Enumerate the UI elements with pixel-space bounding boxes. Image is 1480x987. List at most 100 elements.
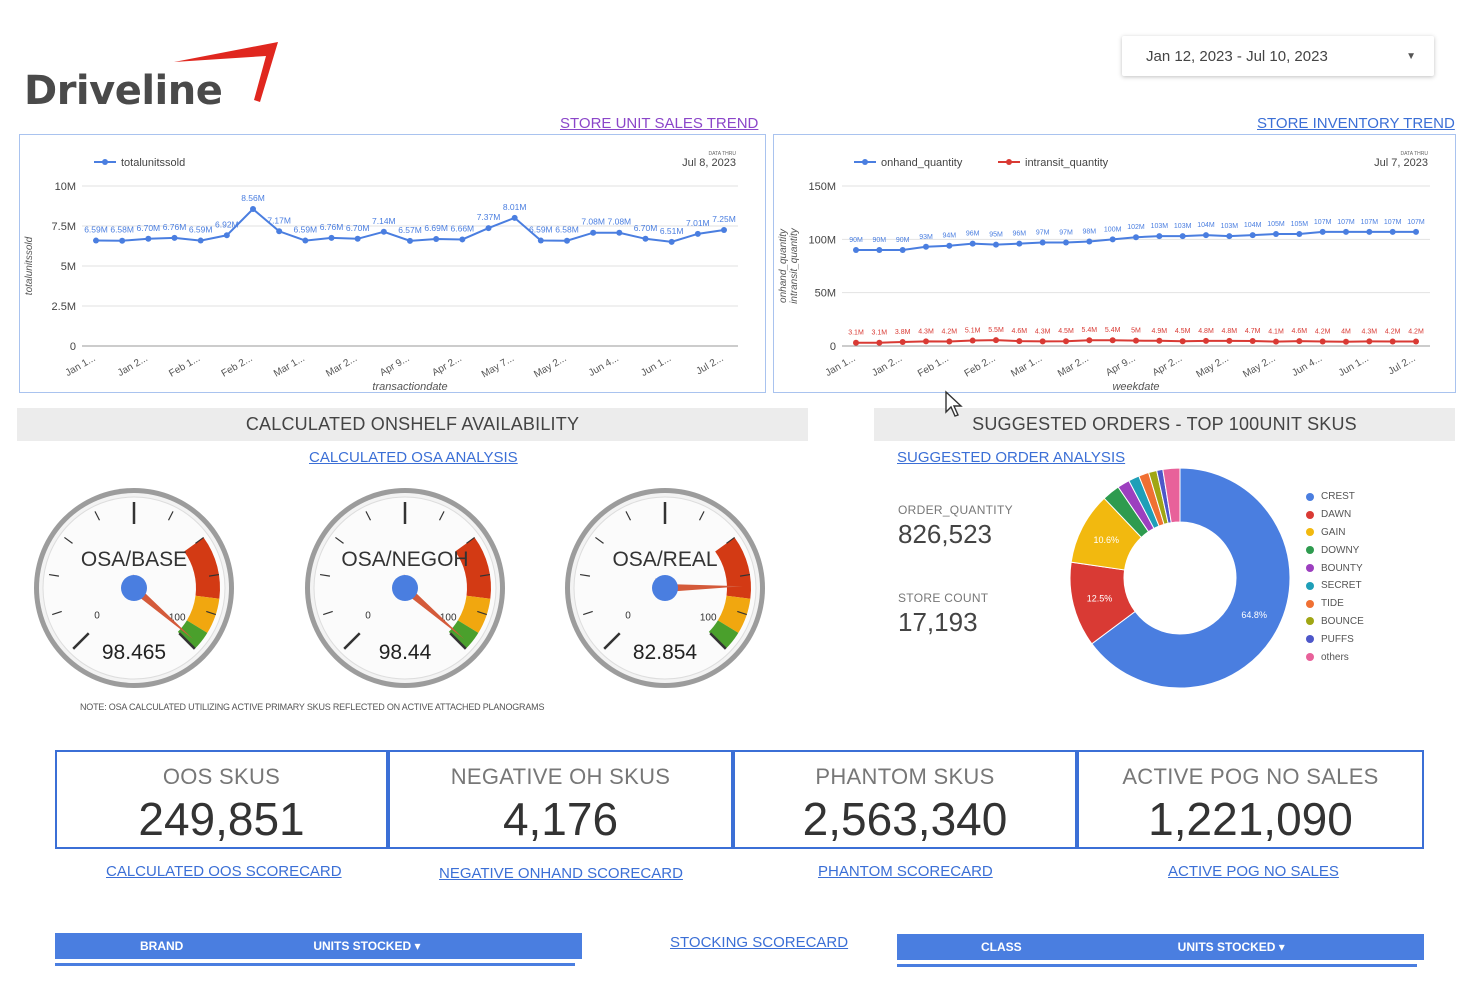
gauge-tick xyxy=(335,536,344,544)
brand-table-row xyxy=(55,963,575,966)
data-label: 4.9M xyxy=(1152,328,1168,335)
data-label: 4.8M xyxy=(1222,328,1238,335)
x-tick-label: Mar 1... xyxy=(1009,353,1044,379)
data-label: 103M xyxy=(1174,223,1192,230)
gauge-tick xyxy=(208,573,220,577)
x-tick-label: Feb 1... xyxy=(167,353,202,379)
data-point xyxy=(1226,337,1233,344)
gauge-tick xyxy=(739,573,751,577)
data-label: 4.2M xyxy=(1315,329,1331,336)
class-column-header[interactable]: CLASS xyxy=(981,940,1022,954)
data-label: 4.3M xyxy=(918,328,934,335)
legend-dot xyxy=(1306,635,1314,644)
y-tick-label: 50M xyxy=(815,288,836,300)
data-thru-date: Jul 8, 2023 xyxy=(682,157,736,169)
legend-item: BOUNTY xyxy=(1306,559,1364,577)
order-quantity-label: ORDER_QUANTITY xyxy=(898,503,1013,517)
data-label: 6.70M xyxy=(634,223,658,233)
y-tick-label: 10M xyxy=(55,181,76,193)
data-point xyxy=(853,339,859,346)
x-tick-label: Jun 4... xyxy=(587,353,621,379)
gauge-tick xyxy=(737,610,747,616)
data-point xyxy=(946,242,953,249)
gauge-green-zone xyxy=(708,620,739,649)
legend-item: others xyxy=(1306,648,1364,666)
brand-column-header[interactable]: BRAND xyxy=(140,939,184,953)
data-label: 95M xyxy=(989,232,1003,239)
data-label: 97M xyxy=(1036,230,1050,237)
donut-slice-label: 64.8% xyxy=(1241,610,1267,620)
legend-item: PUFFS xyxy=(1306,630,1364,648)
data-label: 6.58M xyxy=(555,225,579,235)
date-range-picker[interactable]: Jan 12, 2023 - Jul 10, 2023 ▼ xyxy=(1122,36,1434,76)
x-tick-label: Mar 2... xyxy=(1056,353,1091,379)
units-stocked-column-header[interactable]: UNITS STOCKED ▾ xyxy=(313,939,421,953)
data-label: 5.4M xyxy=(1082,327,1098,334)
y-tick-label: 0 xyxy=(830,341,836,353)
gauge-tick xyxy=(94,511,101,521)
data-label: 4.5M xyxy=(1175,328,1191,335)
data-thru-date: Jul 7, 2023 xyxy=(1374,157,1428,169)
data-point xyxy=(276,228,283,235)
store-unit-sales-trend-link[interactable]: STORE UNIT SALES TREND xyxy=(560,115,759,132)
data-label: 6.66M xyxy=(451,223,475,233)
kpi-title: ACTIVE POG NO SALES xyxy=(1122,764,1379,789)
donut-slice-crest xyxy=(1091,467,1291,689)
data-point xyxy=(923,243,929,250)
orders-section-header: SUGGESTED ORDERS - TOP 100UNIT SKUS xyxy=(874,408,1455,441)
order-quantity-value: 826,523 xyxy=(898,519,992,549)
stocking-scorecard-link[interactable]: STOCKING SCORECARD xyxy=(670,934,849,951)
kpi-value: 249,851 xyxy=(138,793,305,845)
gauge-tick xyxy=(466,536,475,544)
legend-dot xyxy=(1306,564,1314,573)
data-point xyxy=(1366,338,1373,345)
data-label: 7.01M xyxy=(686,218,710,228)
gauge-tick xyxy=(579,573,591,577)
y-tick-label: 0 xyxy=(70,341,76,353)
calculated-osa-analysis-link[interactable]: CALCULATED OSA ANALYSIS xyxy=(309,449,518,466)
gauge-title: OSA/BASE xyxy=(81,548,187,571)
legend-label: BOUNTY xyxy=(1321,562,1363,574)
data-point xyxy=(1109,337,1116,344)
calculated-oos-scorecard-link[interactable]: CALCULATED OOS SCORECARD xyxy=(106,863,342,880)
data-point xyxy=(1039,239,1046,246)
osa-section-header: CALCULATED ONSHELF AVAILABILITY xyxy=(17,408,808,441)
gauge-min-label: 0 xyxy=(365,611,371,622)
kpi-title: OOS SKUS xyxy=(162,764,281,789)
data-point xyxy=(1156,337,1163,344)
suggested-order-analysis-link[interactable]: SUGGESTED ORDER ANALYSIS xyxy=(897,449,1126,466)
data-label: 4.3M xyxy=(1362,328,1378,335)
data-point xyxy=(197,237,204,244)
data-label: 90M xyxy=(873,237,887,244)
x-tick-label: Jul 2... xyxy=(694,353,725,377)
gauge-tick xyxy=(477,610,487,616)
donut-slice-others xyxy=(1162,467,1181,524)
data-label: 6.69M xyxy=(424,223,448,233)
data-point xyxy=(250,206,256,213)
active-pog-no-sales-scorecard: ACTIVE POG NO SALES 1,221,090 xyxy=(1077,750,1424,849)
data-point xyxy=(969,240,976,247)
data-label: 107M xyxy=(1337,219,1355,226)
negative-onhand-scorecard-link[interactable]: NEGATIVE ONHAND SCORECARD xyxy=(439,865,683,882)
legend-label: onhand_quantity xyxy=(881,157,963,169)
data-point xyxy=(1016,338,1023,345)
store-inventory-trend-link[interactable]: STORE INVENTORY TREND xyxy=(1257,115,1455,132)
y-tick-label: 7.5M xyxy=(52,221,76,233)
logo-swoosh-icon xyxy=(174,42,278,102)
active-pog-no-sales-link[interactable]: ACTIVE POG NO SALES xyxy=(1168,863,1339,880)
data-label: 7.25M xyxy=(712,214,736,224)
units-stocked-column-header[interactable]: UNITS STOCKED ▾ xyxy=(1177,940,1285,954)
data-point xyxy=(537,237,544,244)
phantom-skus-scorecard: PHANTOM SKUS 2,563,340 xyxy=(733,750,1077,849)
legend-dot xyxy=(1306,617,1314,626)
legend-dot xyxy=(1306,492,1314,501)
phantom-scorecard-link[interactable]: PHANTOM SCORECARD xyxy=(818,863,993,880)
data-point xyxy=(1273,338,1279,345)
data-label: 107M xyxy=(1407,219,1425,226)
data-label: 4.2M xyxy=(1385,329,1401,336)
x-tick-label: Mar 2... xyxy=(324,353,359,379)
gauge-tick xyxy=(365,511,372,521)
legend-item: DOWNY xyxy=(1306,541,1364,559)
gauge-min-label: 0 xyxy=(94,611,100,622)
